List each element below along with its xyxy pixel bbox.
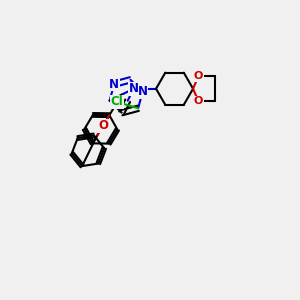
Text: O: O — [194, 71, 203, 81]
Text: Cl: Cl — [110, 95, 123, 108]
Text: N: N — [138, 85, 148, 98]
Text: O: O — [98, 119, 108, 132]
Text: N: N — [109, 78, 119, 91]
Text: N: N — [129, 82, 139, 95]
Text: O: O — [194, 96, 203, 106]
